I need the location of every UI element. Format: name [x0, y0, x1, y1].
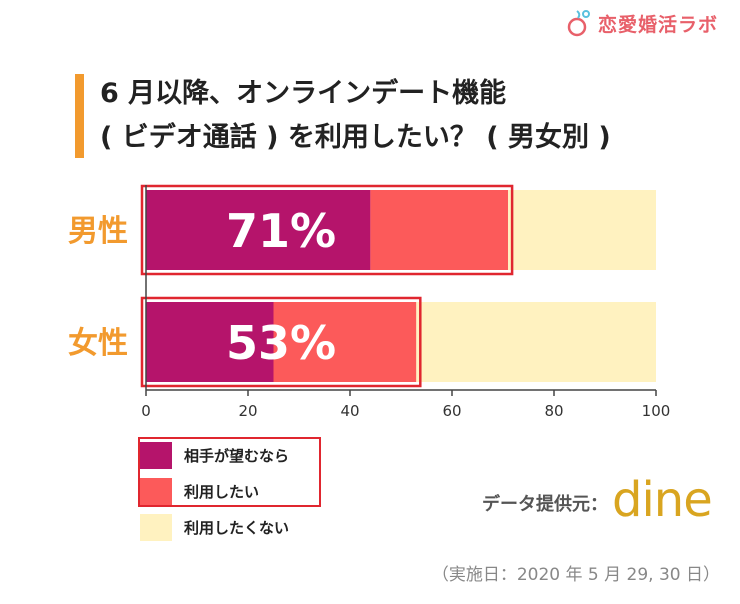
chart-title-line2: ( ビデオ通話 ) を利用したい？ ( 男女別 )	[100, 122, 611, 153]
category-label-1: 女性	[68, 326, 128, 361]
total-percent-label-0: 71%	[226, 204, 336, 258]
x-tick-label-4: 80	[544, 402, 563, 420]
legend-swatch-2	[140, 513, 172, 541]
legend: 相手が望むなら 利用したい利用したくない	[140, 437, 289, 545]
legend-item-1: 利用したい	[140, 473, 289, 509]
category-label-0: 男性	[68, 214, 128, 249]
x-tick-label-1: 20	[238, 402, 257, 420]
legend-label-0: 相手が望むなら	[184, 446, 290, 465]
bar-segment-0-0	[146, 190, 371, 270]
x-tick-label-0: 0	[141, 402, 151, 420]
x-tick-label-5: 100	[642, 402, 671, 420]
bar-highlight-box-0	[140, 184, 514, 276]
brand: 恋愛婚活ラボ	[566, 8, 718, 38]
legend-label-2: 利用したくない	[184, 518, 290, 537]
bar-highlight-box-1	[140, 296, 422, 388]
x-tick-label-2: 40	[340, 402, 359, 420]
legend-label-1: 利用したい	[184, 482, 260, 501]
chart-title: 6 月以降、オンラインデート機能 ( ビデオ通話 ) を利用したい？ ( 男女別…	[100, 72, 611, 160]
dine-logo: dine	[612, 472, 713, 528]
source-label: データ提供元：	[482, 494, 608, 515]
bar-segment-1-0	[146, 302, 274, 382]
legend-swatch-1	[140, 477, 172, 505]
total-percent-label-1: 53%	[226, 316, 336, 370]
legend-item-2: 利用したくない	[140, 509, 289, 545]
bar-segment-0-2	[508, 190, 656, 270]
bar-segment-1-2	[416, 302, 656, 382]
bar-segment-0-1	[370, 190, 509, 270]
brand-name: 恋愛婚活ラボ	[597, 13, 718, 36]
flask-logo-icon	[567, 10, 590, 37]
data-source: データ提供元： dine	[482, 472, 713, 528]
x-tick-label-3: 60	[442, 402, 461, 420]
chart-title-line1: 6 月以降、オンラインデート機能	[100, 78, 507, 109]
date-note: （実施日：2020 年 5 月 29, 30 日）	[431, 565, 720, 585]
legend-swatch-0	[140, 441, 172, 469]
title-accent-bar	[75, 74, 84, 158]
bar-segment-1-1	[273, 302, 417, 382]
legend-item-0: 相手が望むなら	[140, 437, 289, 473]
